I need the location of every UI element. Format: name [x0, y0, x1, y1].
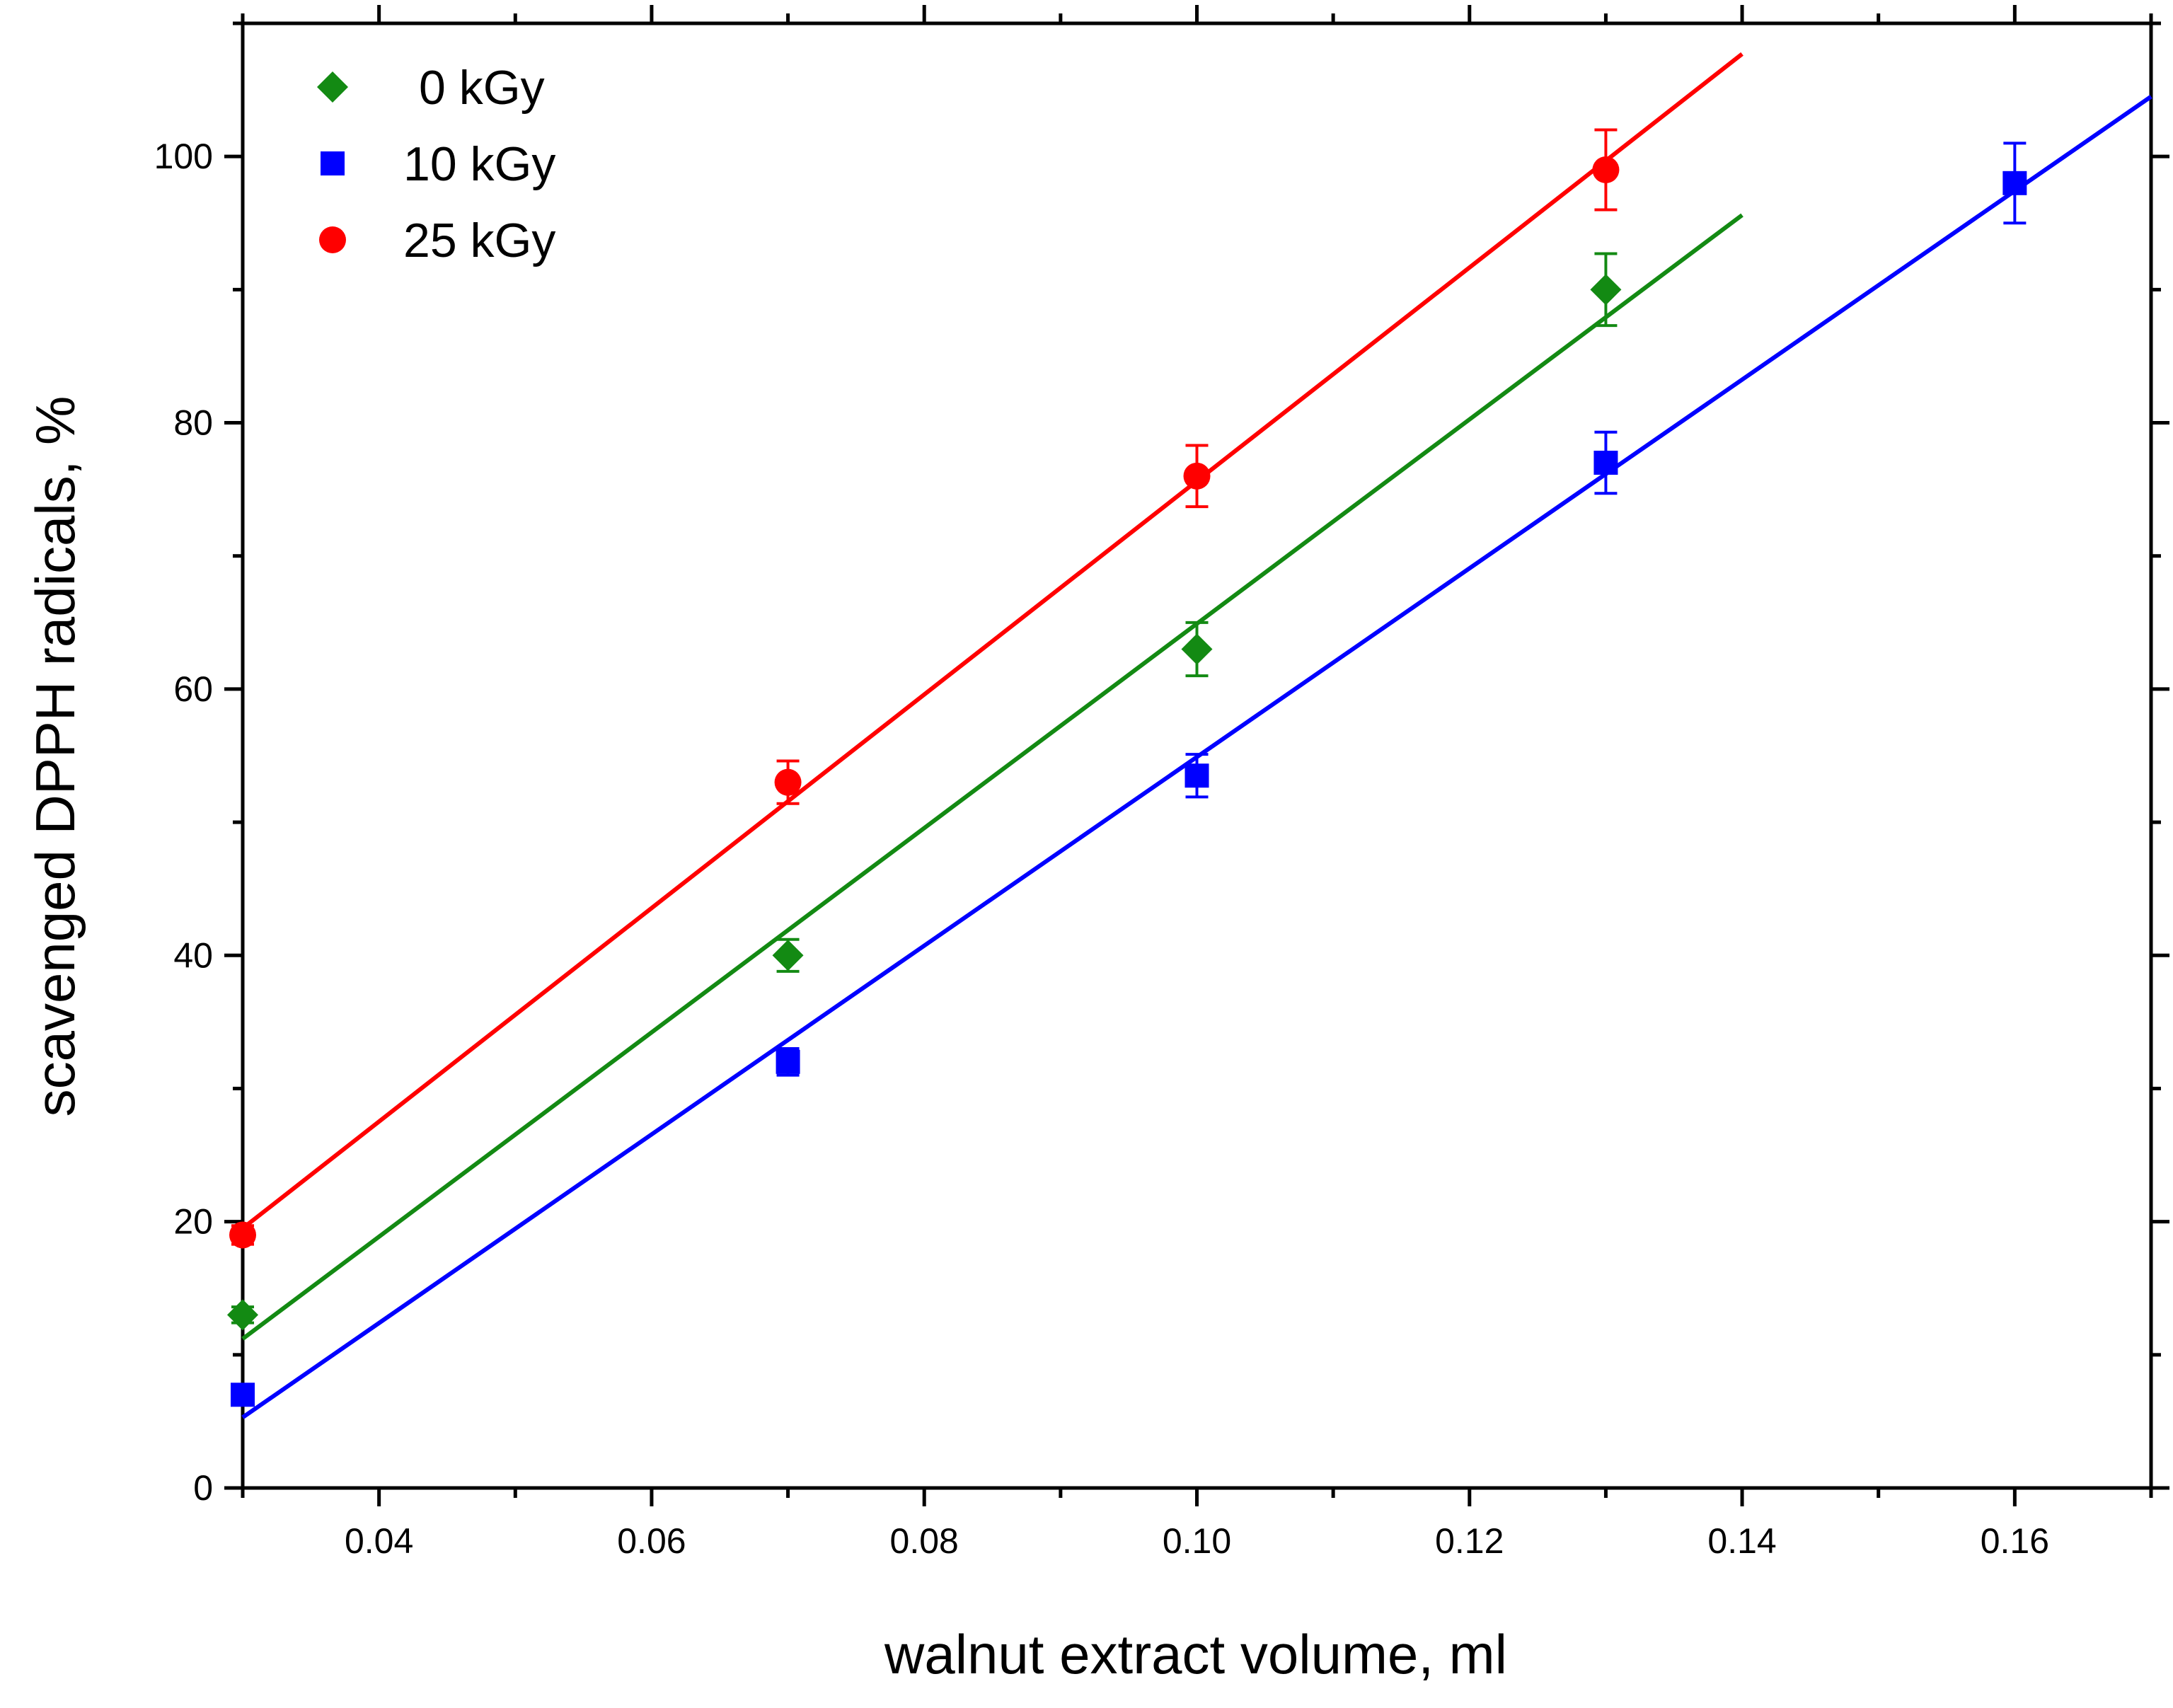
axis-ticks [224, 5, 2169, 1506]
legend-marker [317, 71, 348, 103]
data-point [231, 1383, 255, 1407]
data-point [776, 1049, 800, 1074]
data-point [1183, 462, 1211, 490]
data-point [774, 768, 802, 796]
x-tick-label: 0.08 [890, 1521, 959, 1561]
legend-marker [321, 151, 345, 175]
y-tick-label: 20 [173, 1202, 213, 1242]
fit-line [241, 213, 1743, 1341]
data-point [1592, 156, 1620, 183]
legend-label: 0 kGy [419, 61, 545, 115]
data-point [227, 1299, 258, 1331]
legend-label: 10 kGy [403, 137, 555, 191]
x-tick-label: 0.16 [1981, 1521, 2049, 1561]
legend-marker [319, 226, 346, 253]
y-axis-title: scavenged DPPH radicals, % [24, 396, 86, 1117]
data-point [772, 940, 804, 971]
y-tick-label: 60 [173, 669, 213, 709]
data-point [1593, 451, 1618, 475]
legend: 0 kGy 10 kGy 25 kGy [317, 61, 555, 267]
x-tick-label: 0.14 [1707, 1521, 1776, 1561]
x-tick-label: 0.10 [1163, 1521, 1231, 1561]
data-points [227, 128, 2027, 1407]
x-tick-label: 0.12 [1435, 1521, 1504, 1561]
axis-tick-labels: 0.04 0.06 0.08 0.10 0.12 0.14 0.16 0 20 40 60 80 100 [154, 137, 2049, 1561]
y-tick-label: 100 [154, 137, 213, 176]
fit-line [241, 52, 1743, 1230]
y-tick-label: 40 [173, 935, 213, 975]
legend-label: 25 kGy [403, 214, 555, 267]
data-point [1590, 274, 1622, 306]
data-point [1181, 633, 1213, 665]
y-tick-label: 0 [193, 1468, 213, 1508]
x-tick-label: 0.06 [617, 1521, 686, 1561]
x-tick-label: 0.04 [345, 1521, 413, 1561]
x-axis-title: walnut extract volume, ml [884, 1623, 1507, 1685]
data-point [229, 1221, 256, 1249]
y-tick-label: 80 [173, 403, 213, 443]
data-point [2002, 171, 2027, 195]
data-point [1185, 763, 1209, 788]
